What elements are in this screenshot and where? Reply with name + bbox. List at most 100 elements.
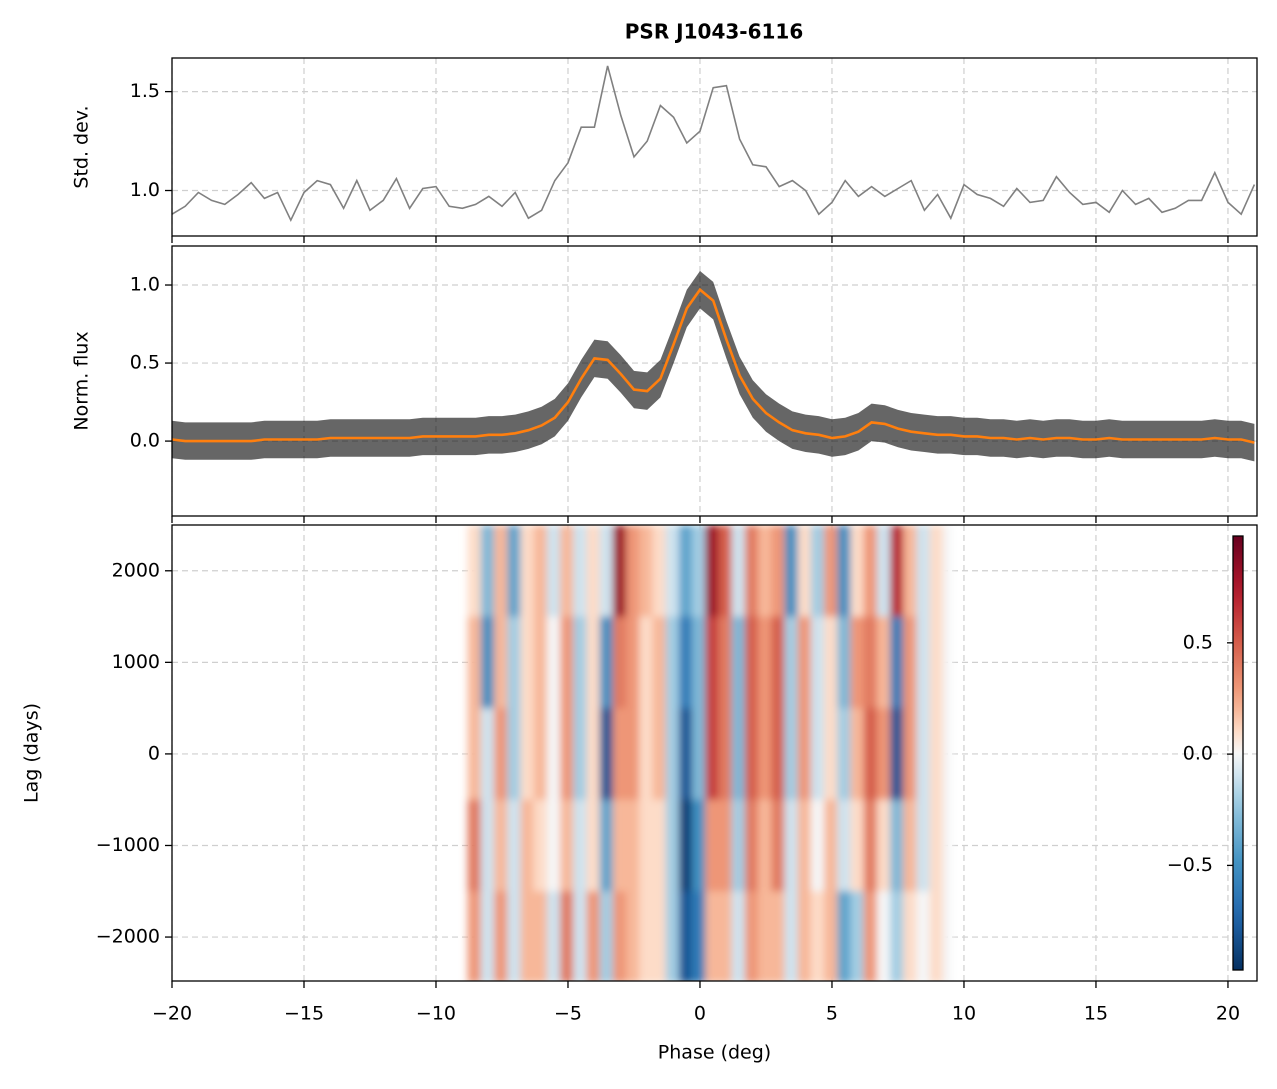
data-line — [172, 287, 1255, 444]
heatmap-cell — [758, 708, 772, 801]
heatmap-cell — [824, 616, 838, 709]
heatmap-cell — [837, 799, 851, 892]
chart-title: PSR J1043-6116 — [625, 20, 804, 44]
plot-area — [172, 65, 1256, 223]
heatmap-cell — [744, 708, 759, 801]
heatmap-cell — [586, 891, 601, 981]
heatmap-cell — [916, 708, 931, 801]
y-tick-label: 1.0 — [130, 274, 160, 296]
heatmap-cell — [494, 708, 508, 801]
heatmap-cell — [665, 708, 680, 801]
heatmap-cell — [639, 799, 653, 892]
heatmap-cell — [546, 525, 561, 618]
heatmap-cell — [718, 616, 733, 709]
heatmap-cell — [599, 799, 614, 892]
heatmap-cell — [652, 799, 667, 892]
heatmap-cell — [916, 525, 931, 618]
heatmap-cell — [612, 525, 627, 618]
heatmap-cell — [612, 708, 627, 801]
heatmap-cell — [903, 616, 917, 709]
heatmap-cell — [784, 616, 799, 709]
heatmap-cell — [797, 616, 812, 709]
heatmap-cell — [903, 799, 917, 892]
colorbar — [1232, 535, 1244, 971]
heatmap-cell — [639, 525, 653, 618]
heatmap-cell — [520, 616, 535, 709]
axes-frame — [171, 245, 1258, 517]
heatmap-cell — [850, 891, 865, 981]
heatmap-cell — [678, 616, 693, 709]
heatmap-cell — [692, 525, 706, 618]
colorbar-tick-label: −0.5 — [1167, 854, 1213, 876]
heatmap-cell — [626, 616, 640, 709]
y-axis-label: Lag (days) — [21, 703, 43, 803]
heatmap-cell — [586, 616, 601, 709]
y-tick-label: 0.0 — [130, 430, 160, 452]
heatmap-cell — [692, 616, 706, 709]
heatmap-cell — [652, 891, 667, 981]
heatmap-cell — [942, 525, 952, 618]
heatmap-cell — [916, 799, 931, 892]
heatmap-cell — [718, 799, 733, 892]
heatmap-cell — [903, 525, 917, 618]
heatmap-cell — [824, 525, 838, 618]
heatmap-cell — [850, 616, 865, 709]
heatmap-cell — [612, 616, 627, 709]
heatmap-cell — [810, 708, 825, 801]
heatmap-cell — [560, 525, 574, 618]
heatmap-cell — [520, 708, 535, 801]
heatmap-cell — [890, 616, 904, 709]
heatmap-cell — [863, 708, 878, 801]
heatmap-cell — [705, 525, 719, 618]
heatmap-cell — [718, 708, 733, 801]
colorbar-tick-label: 0.5 — [1183, 631, 1213, 653]
heatmap-cell — [678, 525, 693, 618]
heatmap-cell — [903, 891, 917, 981]
heatmap-cell — [744, 891, 759, 981]
y-tick-label: −1000 — [96, 834, 160, 856]
y-tick-label: −2000 — [96, 926, 160, 948]
heatmap-cell — [494, 799, 508, 892]
heatmap-cell — [573, 708, 587, 801]
heatmap-cell — [771, 525, 785, 618]
heatmap-cell — [586, 525, 601, 618]
heatmap-cell — [705, 891, 719, 981]
heatmap-cell — [533, 525, 548, 618]
heatmap-cell — [863, 616, 878, 709]
heatmap-cell — [467, 799, 482, 892]
heatmap-cell — [573, 616, 587, 709]
heatmap-cell — [665, 799, 680, 892]
x-tick-label: 15 — [1084, 1003, 1108, 1025]
heatmap-cell — [546, 799, 561, 892]
heatmap-cell — [797, 525, 812, 618]
heatmap-cell — [546, 708, 561, 801]
heatmap-cell — [744, 616, 759, 709]
heatmap — [467, 525, 952, 981]
heatmap-cell — [942, 891, 952, 981]
x-tick-label: 10 — [952, 1003, 976, 1025]
heatmap-cell — [692, 708, 706, 801]
heatmap-cell — [876, 891, 891, 981]
heatmap-cell — [507, 616, 521, 709]
heatmap-cell — [850, 708, 865, 801]
heatmap-cell — [942, 616, 952, 709]
heatmap-cell — [771, 799, 785, 892]
heatmap-cell — [824, 708, 838, 801]
heatmap-cell — [797, 799, 812, 892]
heatmap-cell — [890, 525, 904, 618]
heatmap-cell — [890, 799, 904, 892]
heatmap-cell — [494, 616, 508, 709]
heatmap-cell — [929, 525, 944, 618]
heatmap-cell — [639, 616, 653, 709]
heatmap-cell — [876, 708, 891, 801]
heatmap-cell — [599, 525, 614, 618]
heatmap-cell — [731, 799, 746, 892]
axes-frame — [171, 57, 1258, 237]
heatmap-cell — [494, 891, 508, 981]
heatmap-cell — [890, 891, 904, 981]
heatmap-cell — [612, 799, 627, 892]
heatmap-cell — [573, 799, 587, 892]
heatmap-cell — [599, 708, 614, 801]
heatmap-cell — [626, 708, 640, 801]
heatmap-cell — [467, 616, 482, 709]
